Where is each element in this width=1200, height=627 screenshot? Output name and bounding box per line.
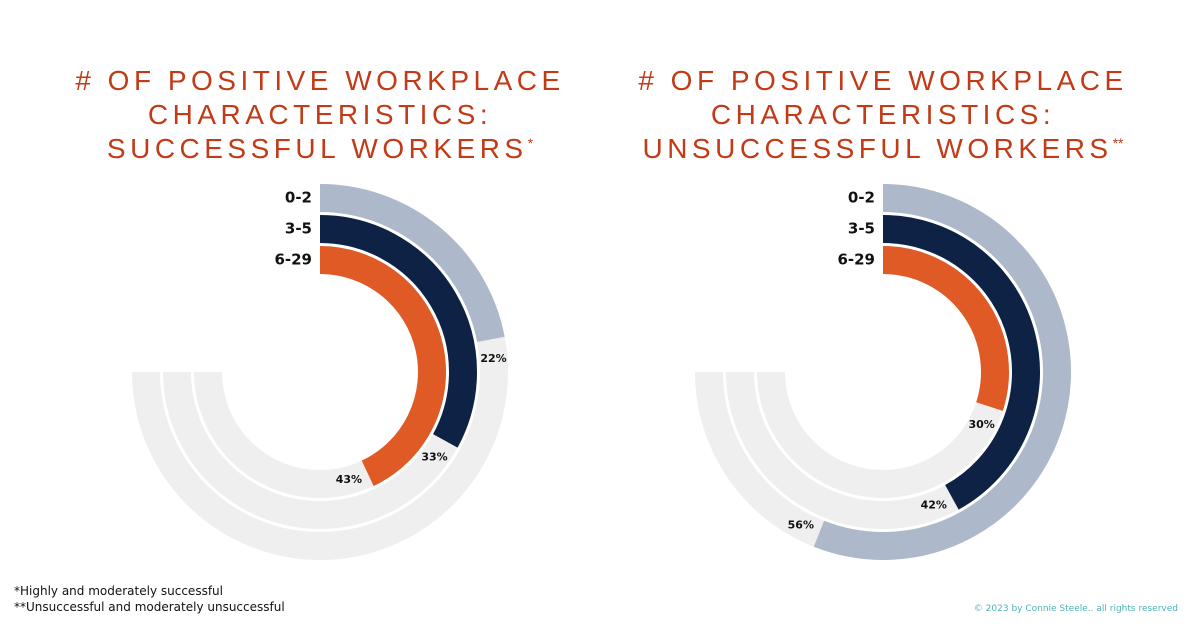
footnote: **Unsuccessful and moderately unsuccessf… <box>14 600 285 614</box>
chart-title: # OF POSITIVE WORKPLACE <box>638 65 1127 96</box>
chart-title: CHARACTERISTICS: <box>711 99 1055 130</box>
category-label: 6-29 <box>274 251 312 269</box>
title-note: ** <box>1113 135 1124 151</box>
copyright: © 2023 by Connie Steele.. all rights res… <box>974 604 1178 614</box>
category-label: 0-2 <box>848 189 875 207</box>
radial-bar <box>319 246 446 487</box>
value-label: 42% <box>921 499 947 512</box>
title-line: # OF POSITIVE WORKPLACE <box>638 65 1127 96</box>
footnote: *Highly and moderately successful <box>14 584 223 598</box>
title-line: UNSUCCESSFUL WORKERS <box>642 133 1112 164</box>
value-label: 43% <box>336 473 362 486</box>
value-label: 30% <box>969 418 995 431</box>
title-line: # OF POSITIVE WORKPLACE <box>75 65 564 96</box>
radial-bar <box>319 184 505 343</box>
category-label: 3-5 <box>848 220 875 238</box>
radial-bar <box>882 215 1040 510</box>
radial-bar <box>882 246 1009 411</box>
chart-title: # OF POSITIVE WORKPLACE <box>75 65 564 96</box>
chart-title: UNSUCCESSFUL WORKERS** <box>642 133 1124 164</box>
radial-bar <box>319 215 477 448</box>
category-label: 6-29 <box>837 251 875 269</box>
category-label: 0-2 <box>285 189 312 207</box>
category-label: 3-5 <box>285 220 312 238</box>
title-line: SUCCESSFUL WORKERS <box>107 133 528 164</box>
title-line: CHARACTERISTICS: <box>711 99 1055 130</box>
value-label: 22% <box>480 352 506 365</box>
title-note: * <box>528 135 534 151</box>
value-label: 56% <box>788 518 814 531</box>
chart-title: SUCCESSFUL WORKERS* <box>107 133 534 164</box>
chart-title: CHARACTERISTICS: <box>148 99 492 130</box>
radial-bar <box>813 184 1071 560</box>
value-label: 33% <box>421 451 447 464</box>
title-line: CHARACTERISTICS: <box>148 99 492 130</box>
